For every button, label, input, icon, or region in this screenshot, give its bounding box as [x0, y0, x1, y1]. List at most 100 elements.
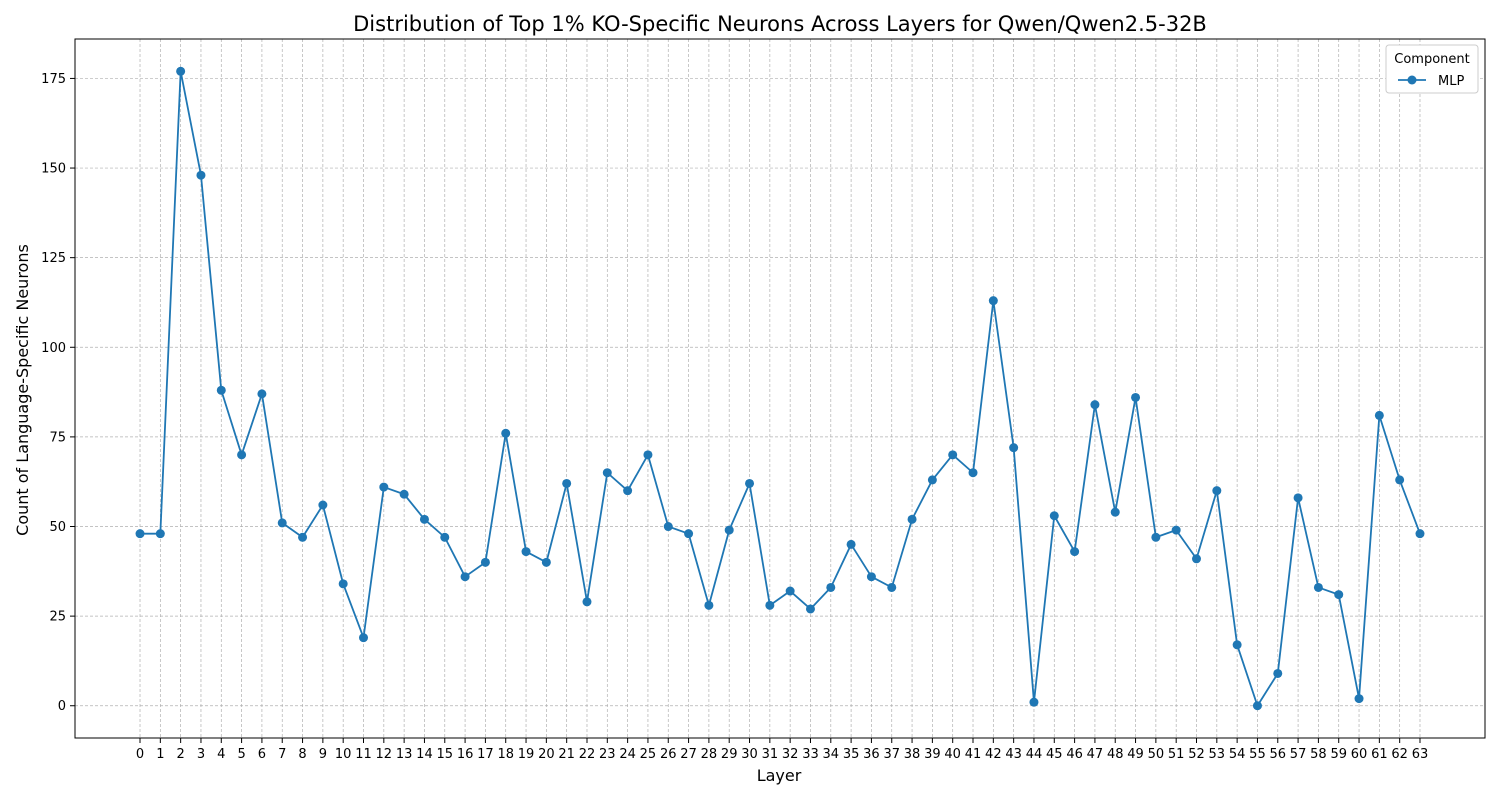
data-point: [480, 557, 490, 567]
y-tick-label: 175: [41, 72, 66, 87]
x-tick-label: 36: [863, 747, 880, 762]
data-point: [460, 572, 470, 582]
data-point: [501, 428, 511, 438]
y-tick-label: 75: [49, 430, 66, 445]
data-point: [968, 468, 978, 478]
x-tick-label: 42: [985, 747, 1002, 762]
chart-title: Distribution of Top 1% KO-Specific Neuro…: [353, 12, 1207, 36]
x-tick-label: 28: [701, 747, 718, 762]
x-tick-label: 29: [721, 747, 738, 762]
x-tick-label: 58: [1310, 747, 1327, 762]
x-tick-label: 17: [477, 747, 494, 762]
data-point: [399, 489, 409, 499]
x-tick-label: 27: [680, 747, 697, 762]
x-tick-label: 41: [965, 747, 982, 762]
x-tick-label: 3: [197, 747, 205, 762]
data-point: [298, 532, 308, 542]
data-point: [237, 450, 247, 460]
x-tick-label: 1: [156, 747, 164, 762]
data-point: [216, 385, 226, 395]
data-point: [277, 518, 287, 528]
x-tick-label: 21: [558, 747, 575, 762]
x-tick-label: 39: [924, 747, 941, 762]
data-point: [562, 478, 572, 488]
data-point: [338, 579, 348, 589]
x-tick-label: 63: [1412, 747, 1429, 762]
y-tick-label: 125: [41, 251, 66, 266]
data-point: [1090, 400, 1100, 410]
data-point: [704, 600, 714, 610]
x-tick-label: 32: [782, 747, 799, 762]
x-axis-label: Layer: [757, 766, 802, 785]
x-tick-label: 51: [1168, 747, 1185, 762]
x-tick-label: 6: [258, 747, 266, 762]
data-point: [1029, 697, 1039, 707]
legend-dot-marker: [1407, 75, 1417, 85]
data-point: [1313, 582, 1323, 592]
y-tick-label: 0: [58, 699, 66, 714]
x-tick-label: 50: [1148, 747, 1165, 762]
x-tick-label: 23: [599, 747, 616, 762]
x-tick-label: 7: [278, 747, 286, 762]
data-point: [440, 532, 450, 542]
x-tick-label: 40: [944, 747, 961, 762]
data-point: [765, 600, 775, 610]
data-point: [846, 539, 856, 549]
legend: Component MLP: [1385, 44, 1479, 94]
x-tick-label: 46: [1066, 747, 1083, 762]
x-tick-label: 44: [1026, 747, 1043, 762]
data-point: [541, 557, 551, 567]
series-layer: [135, 66, 1425, 711]
x-tick-label: 62: [1391, 747, 1408, 762]
data-point: [1334, 590, 1344, 600]
data-point: [1374, 410, 1384, 420]
data-point: [582, 597, 592, 607]
data-point: [643, 450, 653, 460]
data-point: [826, 582, 836, 592]
data-point: [318, 500, 328, 510]
data-point: [805, 604, 815, 614]
y-axis-ticks: 0 25 50 75 100 125 150 175: [41, 72, 75, 714]
data-point: [419, 514, 429, 524]
x-tick-label: 13: [396, 747, 413, 762]
data-point: [1131, 392, 1141, 402]
data-point: [1232, 640, 1242, 650]
x-tick-label: 22: [579, 747, 596, 762]
y-tick-label: 100: [41, 341, 66, 356]
x-tick-label: 38: [904, 747, 921, 762]
x-tick-label: 45: [1046, 747, 1063, 762]
data-point: [135, 529, 145, 539]
x-tick-label: 24: [619, 747, 636, 762]
y-tick-label: 150: [41, 162, 66, 177]
x-tick-label: 56: [1269, 747, 1286, 762]
x-tick-label: 20: [538, 747, 555, 762]
y-axis-label: Count of Language-Specific Neurons: [13, 244, 32, 536]
x-tick-label: 35: [843, 747, 860, 762]
data-point: [1273, 668, 1283, 678]
data-point: [1151, 532, 1161, 542]
data-point: [907, 514, 917, 524]
data-point: [1191, 554, 1201, 564]
y-tick-label: 50: [49, 520, 66, 535]
x-tick-label: 5: [237, 747, 245, 762]
y-tick-label: 25: [49, 610, 66, 625]
x-tick-label: 47: [1087, 747, 1104, 762]
x-tick-label: 26: [660, 747, 677, 762]
x-tick-label: 57: [1290, 747, 1307, 762]
x-tick-label: 33: [802, 747, 819, 762]
data-point: [948, 450, 958, 460]
legend-title: Component: [1394, 52, 1469, 67]
x-tick-label: 54: [1229, 747, 1246, 762]
x-tick-label: 52: [1188, 747, 1205, 762]
data-point: [745, 478, 755, 488]
data-point: [663, 522, 673, 532]
x-tick-label: 14: [416, 747, 433, 762]
data-point: [521, 547, 531, 557]
x-tick-label: 59: [1330, 747, 1347, 762]
data-point: [1049, 511, 1059, 521]
data-point: [988, 296, 998, 306]
data-point: [155, 529, 165, 539]
x-tick-label: 25: [640, 747, 657, 762]
